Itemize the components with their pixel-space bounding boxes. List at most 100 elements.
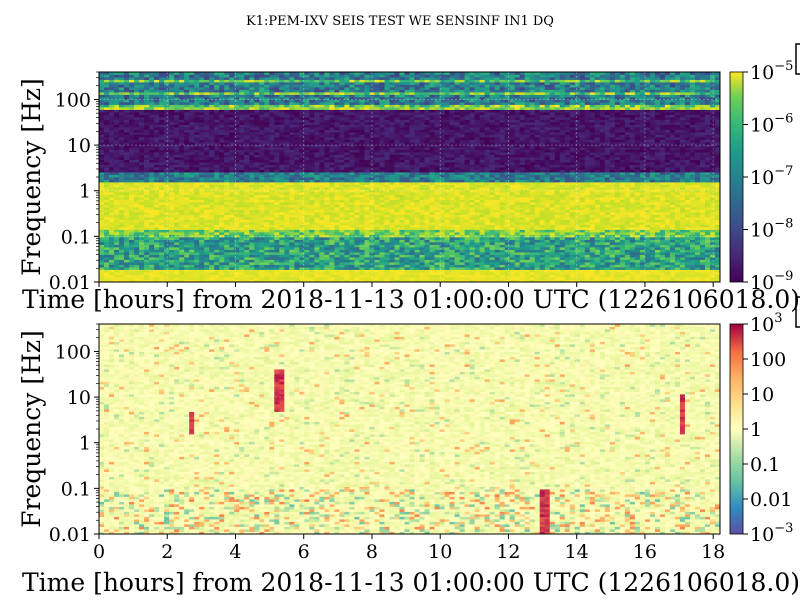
top-spectrogram-cell	[129, 202, 135, 205]
top-spectrogram-cell	[409, 194, 415, 198]
top-spectrogram-cell	[649, 209, 656, 213]
top-spectrogram-cell	[514, 229, 521, 233]
top-spectrogram-cell	[229, 249, 235, 253]
top-spectrogram-cell	[209, 217, 215, 220]
top-spectrogram-cell	[704, 192, 711, 195]
top-spectrogram-cell	[259, 197, 265, 200]
top-spectrogram-cell	[224, 214, 230, 218]
top-spectrogram-cell	[464, 184, 470, 188]
top-spectrogram-cell	[644, 184, 651, 188]
top-spectrogram-cell	[529, 224, 536, 228]
top-spectrogram-cell	[689, 237, 696, 240]
top-spectrogram-cell	[444, 222, 450, 225]
top-spectrogram-cell	[244, 249, 250, 253]
top-spectrogram-cell	[594, 274, 601, 278]
top-spectrogram-cell	[694, 232, 701, 235]
top-spectrogram-cell	[494, 239, 501, 243]
top-spectrogram-cell	[544, 277, 551, 280]
top-spectrogram-cell	[659, 244, 666, 248]
top-spectrogram-cell	[414, 184, 420, 188]
top-spectrogram-cell	[184, 252, 190, 255]
top-spectrogram-cell	[159, 187, 165, 190]
top-spectrogram-cell	[124, 217, 130, 220]
top-spectrogram-cell	[334, 194, 340, 198]
top-spectrogram-cell	[244, 239, 250, 243]
top-spectrogram-cell	[389, 187, 395, 190]
top-spectrogram-cell	[524, 202, 531, 205]
top-spectrogram-cell	[314, 219, 320, 223]
top-spectrogram-cell	[474, 184, 481, 188]
top-spectrogram-cell	[639, 182, 646, 185]
top-spectrogram-cell	[479, 182, 486, 185]
top-spectrogram-cell	[124, 227, 130, 230]
top-spectrogram-cell	[494, 209, 501, 213]
top-spectrogram-cell	[359, 192, 365, 195]
top-spectrogram-cell	[594, 269, 601, 273]
top-spectrogram-cell	[194, 224, 200, 228]
top-spectrogram-cell	[119, 214, 125, 218]
top-spectrogram-cell	[669, 197, 676, 200]
top-spectrogram-cell	[169, 242, 175, 245]
top-spectrogram-cell	[609, 214, 616, 218]
top-spectrogram-cell	[129, 237, 135, 240]
top-spectrogram-cell	[279, 199, 285, 203]
chart-title: K1:PEM-IXV SEIS TEST WE SENSINF IN1 DQ	[246, 14, 554, 29]
top-spectrogram-cell	[564, 197, 571, 200]
top-spectrogram-cell	[504, 257, 511, 260]
top-spectrogram-cell	[219, 269, 225, 273]
top-spectrogram-cell	[234, 209, 240, 213]
top-spectrogram-cell	[664, 247, 671, 250]
top-spectrogram-cell	[154, 204, 160, 208]
top-spectrogram-cell	[359, 242, 365, 245]
top-spectrogram-cell	[434, 189, 440, 193]
top-spectrogram-cell	[454, 182, 460, 185]
top-spectrogram-cell	[359, 277, 365, 280]
top-spectrogram-cell	[594, 264, 601, 268]
top-spectrogram-cell	[634, 262, 641, 265]
top-spectrogram-cell	[159, 279, 165, 283]
top-spectrogram-cell	[204, 277, 210, 280]
top-spectrogram-cell	[144, 249, 150, 253]
top-spectrogram-cell	[374, 267, 380, 270]
top-spectrogram-cell	[169, 197, 175, 200]
top-spectrogram-cell	[624, 214, 631, 218]
top-spectrogram-cell	[389, 264, 395, 268]
top-spectrogram-cell	[609, 202, 616, 205]
top-spectrogram-cell	[114, 219, 120, 223]
top-spectrogram-cell	[329, 232, 335, 235]
top-spectrogram-cell	[104, 279, 110, 283]
top-spectrogram-cell	[499, 257, 506, 260]
top-spectrogram-cell	[189, 187, 195, 190]
top-spectrogram-cell	[524, 187, 531, 190]
top-spectrogram-cell	[549, 212, 556, 215]
top-spectrogram-cell	[379, 267, 385, 270]
top-spectrogram-cell	[299, 204, 305, 208]
top-spectrogram-cell	[164, 279, 170, 283]
top-spectrogram-cell	[649, 264, 656, 268]
top-spectrogram-cell	[479, 219, 486, 223]
top-spectrogram-cell	[129, 224, 135, 228]
top-spectrogram-cell	[304, 267, 310, 270]
top-spectrogram-cell	[469, 217, 476, 220]
top-spectrogram-cell	[449, 269, 455, 273]
top-spectrogram-cell	[414, 274, 420, 278]
top-spectrogram-cell	[569, 279, 576, 283]
top-spectrogram-cell	[489, 274, 496, 278]
top-spectrogram-cell	[99, 272, 105, 275]
top-spectrogram-cell	[659, 227, 666, 230]
top-spectrogram-cell	[234, 262, 240, 265]
top-spectrogram-cell	[274, 237, 280, 240]
top-spectrogram-cell	[669, 207, 676, 210]
top-spectrogram-cell	[589, 192, 596, 195]
top-spectrogram-cell	[334, 259, 340, 263]
top-spectrogram-cell	[479, 277, 486, 280]
top-spectrogram-cell	[239, 267, 245, 270]
top-spectrogram-cell	[329, 244, 335, 248]
top-spectrogram-cell	[264, 222, 270, 225]
top-spectrogram-cell	[624, 244, 631, 248]
top-spectrogram-cell	[214, 239, 220, 243]
top-spectrogram-cell	[359, 267, 365, 270]
top-spectrogram-cell	[604, 219, 611, 223]
top-spectrogram-cell	[329, 197, 335, 200]
top-spectrogram-cell	[194, 249, 200, 253]
